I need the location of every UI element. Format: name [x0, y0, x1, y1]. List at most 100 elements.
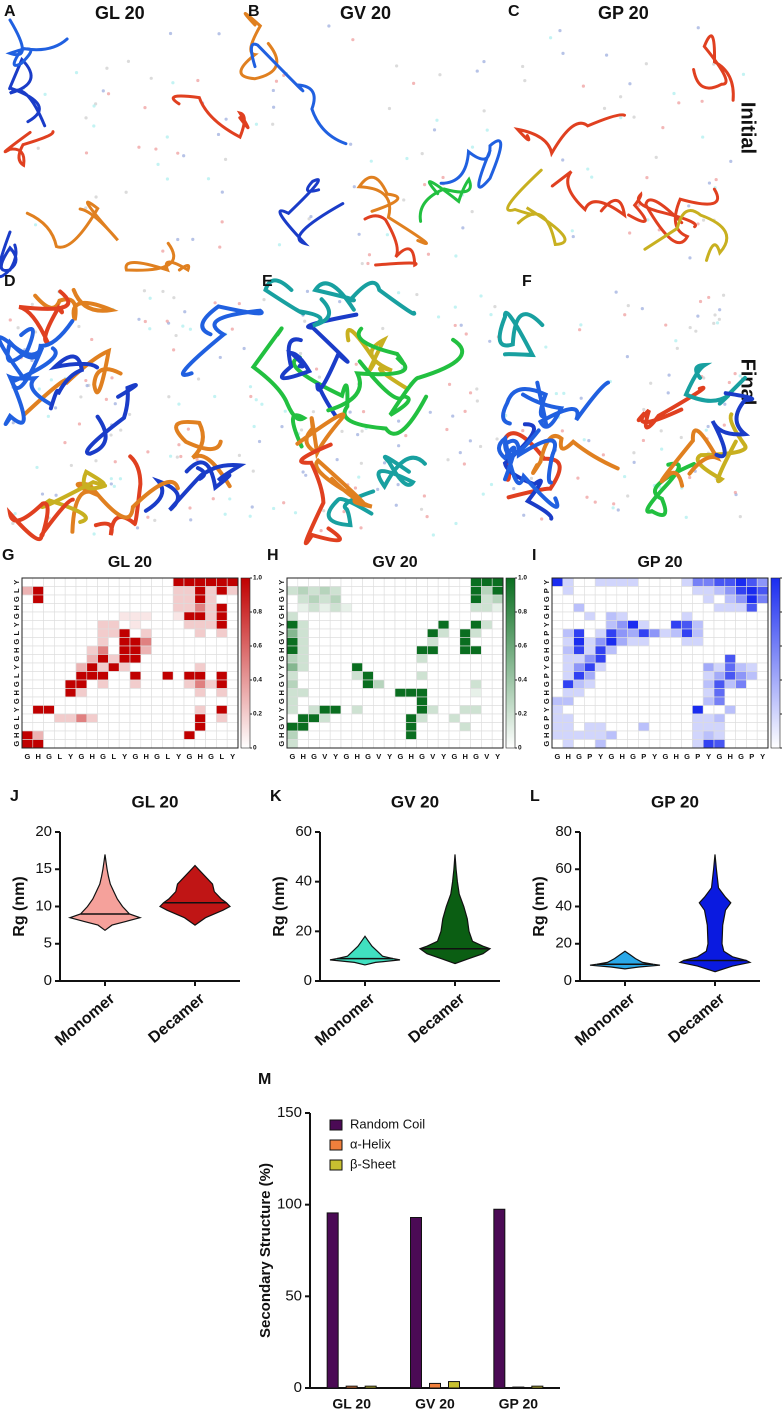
- heatmap-cell: [162, 688, 174, 698]
- heatmap-cell: [735, 739, 747, 749]
- heatmap-cell: [373, 722, 385, 732]
- peptide-ribbon: [643, 209, 729, 262]
- heatmap-cell: [573, 713, 585, 723]
- atom: [677, 101, 681, 105]
- heatmap-cell: [151, 645, 163, 655]
- heatmap-cell: [183, 696, 196, 706]
- heatmap-cell: [351, 662, 363, 672]
- y-tick-label: G: [542, 596, 551, 602]
- heatmap-cell: [194, 739, 206, 749]
- y-tick-label: G: [542, 639, 551, 645]
- bar: [326, 1212, 339, 1389]
- heatmap-cell: [140, 645, 152, 655]
- atom: [353, 486, 358, 490]
- heatmap-cell: [437, 577, 450, 587]
- heatmap-cell: [226, 577, 239, 587]
- heatmap-cell: [108, 671, 120, 681]
- heatmap-cell: [735, 671, 747, 681]
- heatmap-cell: [616, 679, 628, 689]
- peptide-ribbon: [497, 310, 545, 358]
- chart-title: GL 20: [108, 554, 152, 571]
- heatmap-cell: [129, 594, 142, 604]
- x-tick-label: Y: [706, 752, 711, 761]
- atom: [625, 355, 629, 359]
- atom: [135, 526, 140, 530]
- heatmap-cell: [670, 594, 682, 604]
- heatmap-cell: [448, 645, 461, 655]
- heatmap-cell: [43, 620, 55, 630]
- heatmap-cell: [756, 628, 769, 638]
- colorbar-tick-label: 0.4: [518, 677, 527, 684]
- heatmap-cell: [605, 713, 618, 723]
- heatmap-cell: [129, 671, 142, 681]
- heatmap-cell: [194, 705, 206, 715]
- atom: [220, 220, 224, 224]
- heatmap-cell: [297, 620, 309, 630]
- heatmap-cell: [308, 577, 320, 587]
- heatmap-cell: [118, 586, 131, 596]
- heatmap-cell: [713, 594, 726, 604]
- atom: [489, 313, 493, 317]
- heatmap-cell: [319, 688, 331, 698]
- heatmap-cell: [308, 637, 320, 647]
- heatmap-cell: [616, 671, 628, 681]
- heatmap-cell: [713, 654, 726, 664]
- heatmap-cell: [151, 722, 163, 732]
- heatmap-cell: [648, 577, 661, 587]
- atom: [11, 421, 15, 425]
- heatmap-cell: [151, 679, 163, 689]
- heatmap-cell: [659, 739, 672, 749]
- heatmap-cell: [627, 696, 639, 706]
- legend-swatch: [329, 1119, 343, 1131]
- atom: [252, 424, 256, 429]
- heatmap-cell: [405, 637, 417, 647]
- y-tick-label: 0: [564, 972, 572, 989]
- atom: [626, 304, 630, 308]
- heatmap-cell: [702, 620, 715, 630]
- heatmap-cell: [562, 577, 574, 587]
- heatmap-cell: [394, 739, 407, 749]
- heatmap-cell: [43, 594, 55, 604]
- x-tick-label: Y: [122, 752, 127, 761]
- heatmap-cell: [481, 722, 493, 732]
- heatmap-cell: [340, 679, 353, 689]
- heatmap-cell: [194, 628, 206, 638]
- heatmap-cell: [659, 611, 672, 621]
- heatmap-cell: [681, 713, 693, 723]
- heatmap-cell: [735, 586, 747, 596]
- heatmap-cell: [713, 705, 726, 715]
- heatmap-cell: [43, 688, 55, 698]
- peptide-ribbon: [710, 391, 755, 459]
- heatmap-cell: [594, 713, 607, 723]
- heatmap-cell: [427, 645, 439, 655]
- heatmap-cell: [481, 671, 493, 681]
- peptide-ribbon: [439, 139, 503, 189]
- heatmap-cell: [86, 577, 98, 587]
- x-tick-label: G: [208, 752, 214, 761]
- heatmap-cell: [724, 628, 736, 638]
- atom: [415, 292, 419, 297]
- heatmap-cell: [405, 730, 417, 740]
- atom: [272, 105, 276, 109]
- heatmap-cell: [491, 594, 504, 604]
- heatmap-cell: [54, 730, 66, 740]
- heatmap-cell: [297, 679, 309, 689]
- heatmap-cell: [172, 611, 185, 621]
- heatmap-cell: [681, 603, 693, 613]
- heatmap-cell: [216, 705, 228, 715]
- heatmap-cell: [573, 705, 585, 715]
- heatmap-cell: [562, 620, 574, 630]
- heatmap-cell: [329, 739, 342, 749]
- heatmap-cell: [562, 611, 574, 621]
- heatmap-cell: [308, 730, 320, 740]
- heatmap-cell: [172, 739, 185, 749]
- atom: [85, 384, 89, 388]
- y-tick-label: G: [12, 681, 21, 687]
- heatmap-cell: [373, 739, 385, 749]
- heatmap-cell: [638, 662, 650, 672]
- heatmap-cell: [481, 637, 493, 647]
- heatmap-cell: [129, 645, 142, 655]
- heatmap-cell: [416, 730, 428, 740]
- heatmap-cell: [735, 705, 747, 715]
- heatmap-cell: [481, 688, 493, 698]
